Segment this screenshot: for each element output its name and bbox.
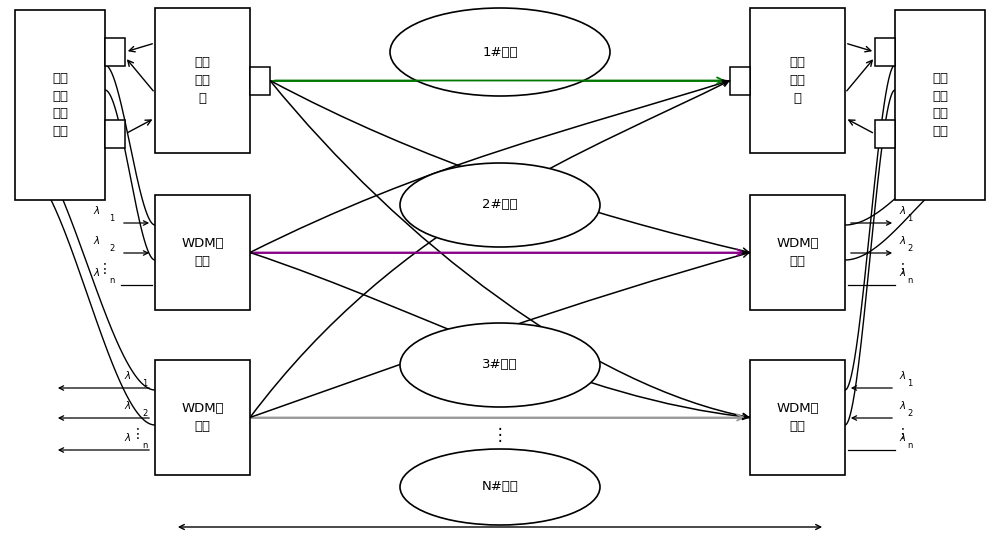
Text: $\lambda$: $\lambda$ xyxy=(93,234,101,246)
Text: WDM分
波器: WDM分 波器 xyxy=(776,237,819,268)
Text: $\lambda$: $\lambda$ xyxy=(899,234,907,246)
FancyBboxPatch shape xyxy=(15,10,105,200)
Text: $\lambda$: $\lambda$ xyxy=(899,204,907,216)
Text: $\lambda$: $\lambda$ xyxy=(124,399,132,411)
FancyBboxPatch shape xyxy=(105,38,125,66)
Text: n: n xyxy=(142,441,147,450)
Text: ⋮: ⋮ xyxy=(896,427,910,441)
FancyBboxPatch shape xyxy=(155,8,250,153)
FancyBboxPatch shape xyxy=(895,10,985,200)
Text: 1#光纤: 1#光纤 xyxy=(482,46,518,59)
FancyBboxPatch shape xyxy=(155,360,250,475)
Text: ⋮: ⋮ xyxy=(98,262,112,276)
Text: $\lambda$: $\lambda$ xyxy=(93,266,101,278)
Ellipse shape xyxy=(400,323,600,407)
Text: $\lambda$: $\lambda$ xyxy=(899,431,907,443)
Text: $\lambda$: $\lambda$ xyxy=(124,369,132,381)
Text: n: n xyxy=(907,441,912,450)
Text: N#光纤: N#光纤 xyxy=(482,481,518,494)
Text: 2#光纤: 2#光纤 xyxy=(482,199,518,212)
Text: ⋮: ⋮ xyxy=(131,427,145,441)
Text: 1: 1 xyxy=(142,379,147,388)
Text: 2: 2 xyxy=(109,244,114,253)
FancyBboxPatch shape xyxy=(750,360,845,475)
Ellipse shape xyxy=(400,163,600,247)
Text: $\lambda$: $\lambda$ xyxy=(899,266,907,278)
FancyBboxPatch shape xyxy=(250,67,270,95)
Ellipse shape xyxy=(400,449,600,525)
Ellipse shape xyxy=(390,8,610,96)
FancyBboxPatch shape xyxy=(875,38,895,66)
FancyBboxPatch shape xyxy=(750,8,845,153)
Text: $\lambda$: $\lambda$ xyxy=(899,399,907,411)
Text: $\lambda$: $\lambda$ xyxy=(899,369,907,381)
Text: 时间
频率
传递
设备: 时间 频率 传递 设备 xyxy=(52,72,68,138)
Text: ⋮: ⋮ xyxy=(896,262,910,276)
FancyBboxPatch shape xyxy=(750,195,845,310)
FancyBboxPatch shape xyxy=(105,120,125,148)
Text: $\lambda$: $\lambda$ xyxy=(124,431,132,443)
Text: n: n xyxy=(109,276,114,285)
Text: 单纤
复用
器: 单纤 复用 器 xyxy=(194,56,210,105)
Text: 1: 1 xyxy=(109,214,114,223)
Text: 1: 1 xyxy=(907,214,912,223)
Text: 3#光纤: 3#光纤 xyxy=(482,359,518,372)
Text: $\lambda$: $\lambda$ xyxy=(93,204,101,216)
Text: ⋮: ⋮ xyxy=(492,426,508,444)
Text: 2: 2 xyxy=(907,409,912,418)
Text: WDM合
波器: WDM合 波器 xyxy=(776,402,819,433)
Text: WDM合
波器: WDM合 波器 xyxy=(181,237,224,268)
Text: n: n xyxy=(907,276,912,285)
Text: 时间
频率
传递
设备: 时间 频率 传递 设备 xyxy=(932,72,948,138)
FancyBboxPatch shape xyxy=(730,67,750,95)
Text: 1: 1 xyxy=(907,379,912,388)
Text: 2: 2 xyxy=(142,409,147,418)
FancyBboxPatch shape xyxy=(155,195,250,310)
FancyBboxPatch shape xyxy=(875,120,895,148)
Text: WDM分
波器: WDM分 波器 xyxy=(181,402,224,433)
Text: 2: 2 xyxy=(907,244,912,253)
Text: 单纤
复用
器: 单纤 复用 器 xyxy=(790,56,806,105)
